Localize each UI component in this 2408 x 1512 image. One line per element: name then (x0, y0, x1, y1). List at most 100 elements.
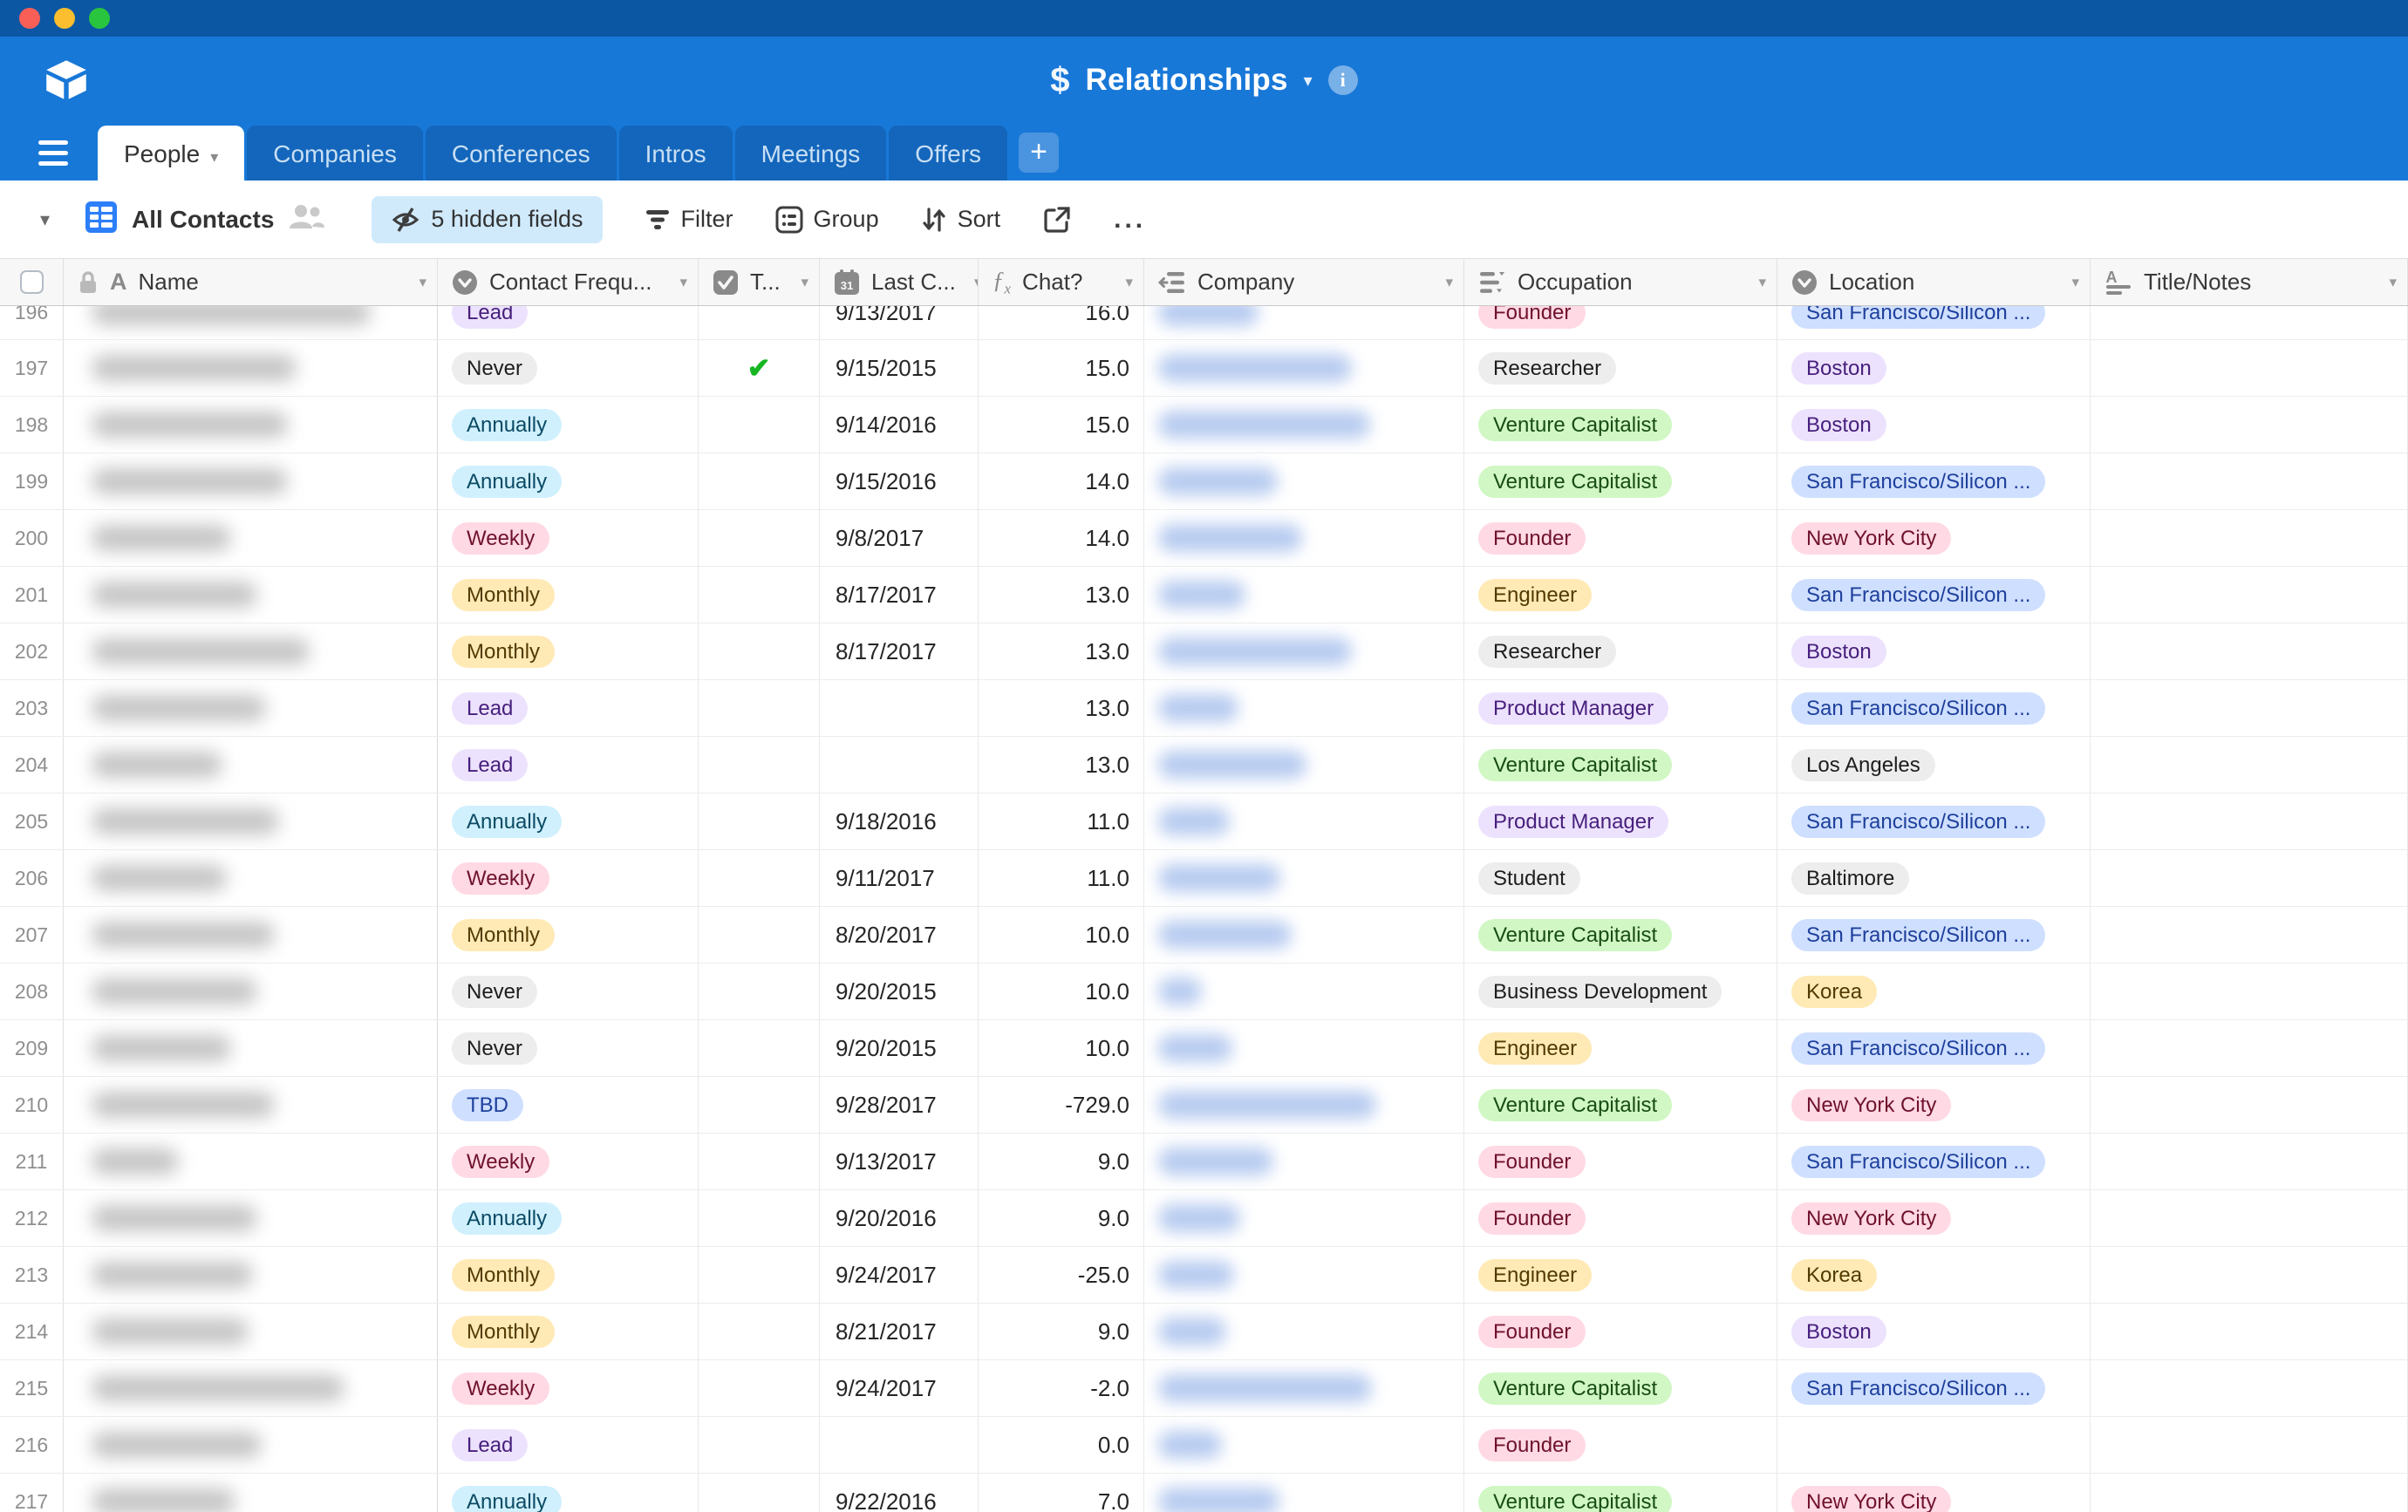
cell-occ[interactable]: Student (1464, 850, 1777, 906)
minimize-window-button[interactable] (54, 8, 75, 29)
cell-freq[interactable]: Weekly (438, 850, 699, 906)
cell-occ[interactable]: Venture Capitalist (1464, 1474, 1777, 1512)
share-view-button[interactable] (1042, 205, 1072, 235)
cell-chat[interactable]: 9.0 (979, 1134, 1144, 1189)
cell-company[interactable] (1144, 1020, 1464, 1076)
cell-company[interactable] (1144, 1474, 1464, 1512)
cell-num[interactable]: 210 (0, 1077, 64, 1133)
cell-check[interactable] (699, 1417, 820, 1473)
cell-num[interactable]: 206 (0, 850, 64, 906)
cell-occ[interactable]: Founder (1464, 1304, 1777, 1359)
select-all-checkbox-box[interactable] (19, 270, 44, 294)
cell-company[interactable] (1144, 567, 1464, 623)
cell-date[interactable]: 8/17/2017 (820, 567, 979, 623)
add-table-button[interactable]: + (1019, 133, 1060, 173)
active-tab-caret-icon[interactable]: ▾ (210, 148, 219, 166)
base-title-caret-icon[interactable]: ▾ (1303, 71, 1313, 91)
cell-date[interactable]: 8/20/2017 (820, 907, 979, 963)
cell-company[interactable] (1144, 1247, 1464, 1303)
cell-title[interactable] (2091, 306, 2408, 339)
cell-chat[interactable]: 11.0 (979, 850, 1144, 906)
cell-num[interactable]: 202 (0, 623, 64, 679)
cell-company[interactable] (1144, 1304, 1464, 1359)
cell-chat[interactable]: 14.0 (979, 510, 1144, 566)
cell-loc[interactable]: San Francisco/Silicon ... (1777, 1360, 2091, 1416)
cell-company[interactable] (1144, 1417, 1464, 1473)
cell-check[interactable] (699, 1134, 820, 1189)
cell-num[interactable]: 213 (0, 1247, 64, 1303)
cell-loc[interactable]: San Francisco/Silicon ... (1777, 907, 2091, 963)
cell-loc[interactable]: San Francisco/Silicon ... (1777, 567, 2091, 623)
cell-chat[interactable]: 7.0 (979, 1474, 1144, 1512)
cell-num[interactable]: 196 (0, 306, 64, 339)
cell-num[interactable]: 203 (0, 680, 64, 736)
cell-loc[interactable]: Boston (1777, 397, 2091, 453)
cell-title[interactable] (2091, 453, 2408, 509)
column-menu-caret-icon[interactable]: ▾ (419, 273, 426, 290)
cell-date[interactable]: 9/24/2017 (820, 1360, 979, 1416)
cell-num[interactable]: 207 (0, 907, 64, 963)
cell-check[interactable] (699, 306, 820, 339)
cell-loc[interactable]: San Francisco/Silicon ... (1777, 453, 2091, 509)
cell-company[interactable] (1144, 907, 1464, 963)
cell-name[interactable] (64, 306, 438, 339)
cell-num[interactable]: 197 (0, 340, 64, 396)
column-header-loc[interactable]: Location ▾ (1777, 259, 2091, 305)
cell-date[interactable]: 9/15/2015 (820, 340, 979, 396)
cell-occ[interactable]: Researcher (1464, 623, 1777, 679)
cell-date[interactable]: 8/17/2017 (820, 623, 979, 679)
cell-date[interactable]: 9/20/2016 (820, 1190, 979, 1246)
cell-loc[interactable]: New York City (1777, 1190, 2091, 1246)
cell-name[interactable] (64, 1417, 438, 1473)
column-header-freq[interactable]: Contact Frequ... ▾ (438, 259, 699, 305)
cell-check[interactable] (699, 1304, 820, 1359)
cell-check[interactable] (699, 964, 820, 1019)
column-header-title[interactable]: A Title/Notes ▾ (2091, 259, 2408, 305)
cell-loc[interactable]: New York City (1777, 510, 2091, 566)
cell-company[interactable] (1144, 306, 1464, 339)
cell-occ[interactable]: Founder (1464, 1134, 1777, 1189)
cell-occ[interactable]: Founder (1464, 306, 1777, 339)
tab-people[interactable]: People ▾ (98, 126, 245, 180)
tab-intros[interactable]: Intros (618, 126, 733, 180)
cell-freq[interactable]: Lead (438, 306, 699, 339)
cell-name[interactable] (64, 623, 438, 679)
cell-title[interactable] (2091, 680, 2408, 736)
cell-title[interactable] (2091, 907, 2408, 963)
cell-freq[interactable]: Never (438, 340, 699, 396)
cell-title[interactable] (2091, 397, 2408, 453)
cell-num[interactable]: 200 (0, 510, 64, 566)
cell-num[interactable]: 215 (0, 1360, 64, 1416)
view-sidebar-caret-icon[interactable]: ▾ (40, 208, 51, 230)
cell-title[interactable] (2091, 1247, 2408, 1303)
cell-date[interactable]: 9/24/2017 (820, 1247, 979, 1303)
cell-name[interactable] (64, 964, 438, 1019)
cell-chat[interactable]: 13.0 (979, 680, 1144, 736)
hidden-fields-button[interactable]: 5 hidden fields (372, 195, 603, 243)
view-name[interactable]: All Contacts (132, 205, 275, 233)
cell-company[interactable] (1144, 737, 1464, 793)
cell-date[interactable]: 9/11/2017 (820, 850, 979, 906)
cell-freq[interactable]: Never (438, 964, 699, 1019)
cell-company[interactable] (1144, 397, 1464, 453)
cell-occ[interactable]: Business Development (1464, 964, 1777, 1019)
cell-company[interactable] (1144, 1190, 1464, 1246)
cell-freq[interactable]: Lead (438, 680, 699, 736)
cell-company[interactable] (1144, 1077, 1464, 1133)
cell-company[interactable] (1144, 623, 1464, 679)
cell-name[interactable] (64, 793, 438, 849)
tab-conferences[interactable]: Conferences (425, 126, 617, 180)
cell-title[interactable] (2091, 793, 2408, 849)
cell-check[interactable]: ✔ (699, 340, 820, 396)
cell-num[interactable]: 211 (0, 1134, 64, 1189)
cell-freq[interactable]: Annually (438, 793, 699, 849)
cell-title[interactable] (2091, 1417, 2408, 1473)
cell-chat[interactable]: 14.0 (979, 453, 1144, 509)
column-header-name[interactable]: A Name ▾ (64, 259, 438, 305)
cell-title[interactable] (2091, 1134, 2408, 1189)
cell-num[interactable]: 199 (0, 453, 64, 509)
cell-title[interactable] (2091, 1474, 2408, 1512)
cell-company[interactable] (1144, 964, 1464, 1019)
cell-occ[interactable]: Engineer (1464, 1020, 1777, 1076)
cell-num[interactable]: 217 (0, 1474, 64, 1512)
